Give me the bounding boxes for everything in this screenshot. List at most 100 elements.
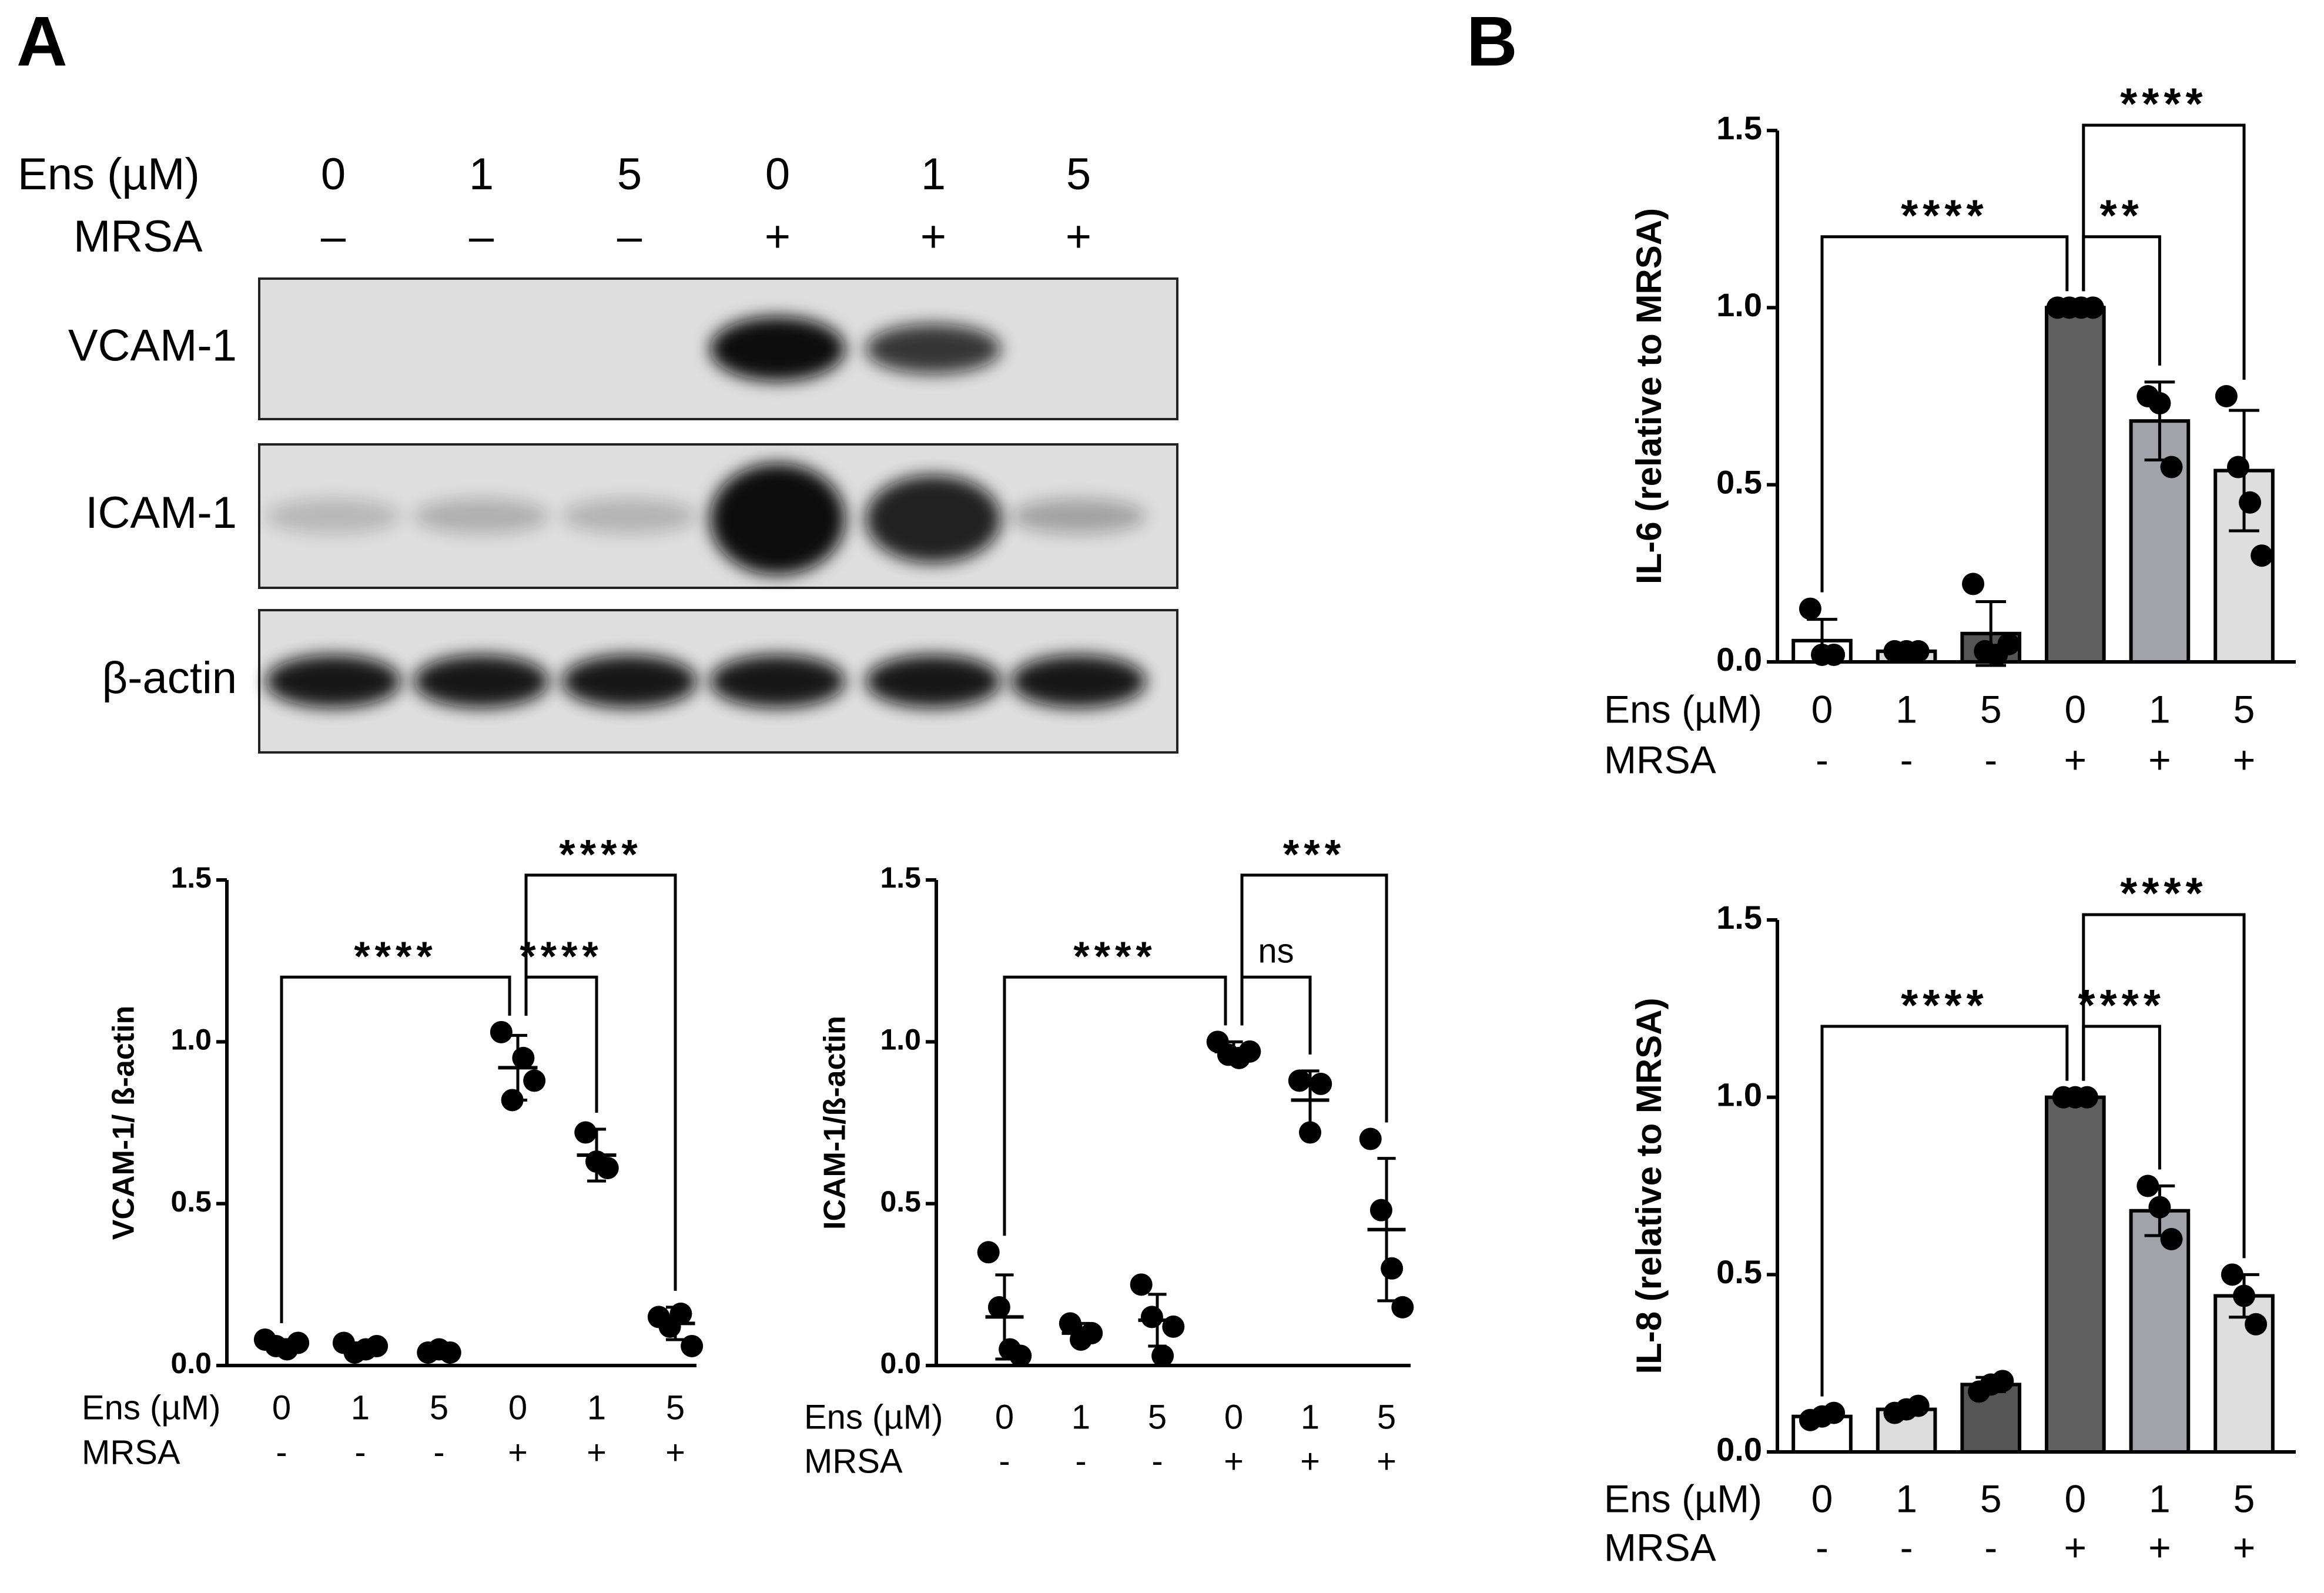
x-row-label: Ens (µM) [82, 1388, 220, 1427]
y-tick-label: 1.0 [170, 1023, 212, 1056]
data-point [512, 1046, 535, 1069]
y-tick-label: 1.0 [1716, 1076, 1762, 1113]
x-tick-label: - [1900, 738, 1913, 781]
band-label: β-actin [102, 653, 237, 703]
data-point [1799, 597, 1821, 620]
data-point [2075, 1086, 2098, 1109]
y-tick-label: 0.5 [170, 1185, 212, 1218]
x-tick-label: 1 [351, 1388, 370, 1427]
x-tick-label: 0 [1224, 1398, 1243, 1436]
x-tick-label: 0 [2064, 687, 2086, 731]
data-point [1823, 643, 1846, 666]
significance-label: ns [1258, 932, 1294, 970]
x-tick-label: 1 [1896, 687, 1917, 731]
band [414, 498, 549, 534]
band [710, 463, 845, 575]
x-row-label: MRSA [1604, 738, 1716, 781]
data-point [1381, 1257, 1404, 1280]
data-point [490, 1020, 513, 1043]
x-tick-label: 1 [2149, 1477, 2171, 1520]
data-point [1130, 1273, 1153, 1296]
data-point [1009, 1344, 1032, 1367]
band-label: VCAM-1 [68, 321, 237, 371]
blot-lane-label: 1 [921, 149, 946, 199]
blot-lane-label: 5 [617, 149, 642, 199]
x-tick-label: + [1300, 1442, 1320, 1480]
blot-lane-label: 1 [469, 149, 494, 199]
x-tick-label: 1 [1071, 1398, 1090, 1436]
significance-label: **** [559, 831, 642, 877]
data-point [1907, 1394, 1930, 1417]
x-tick-label: - [1984, 1525, 1997, 1569]
bar [2044, 1095, 2106, 1454]
y-axis-label: IL-8 (relative to MRSA) [1629, 998, 1669, 1374]
data-point [2081, 296, 2104, 319]
band [562, 655, 697, 708]
blot-lane-label: 5 [1066, 149, 1091, 199]
x-tick-label: - [354, 1433, 366, 1471]
x-tick-label: 0 [995, 1398, 1014, 1436]
blot-lane-label: + [765, 212, 791, 262]
significance-label: **** [1901, 980, 1988, 1030]
x-tick-label: + [665, 1433, 685, 1471]
band [266, 498, 401, 534]
band [414, 655, 549, 708]
band [866, 475, 1001, 563]
y-tick-label: 0.0 [170, 1347, 212, 1380]
y-tick-label: 1.0 [880, 1023, 921, 1056]
blot-lane-label: + [920, 212, 946, 262]
x-tick-label: 5 [430, 1388, 448, 1427]
data-point [366, 1334, 389, 1357]
data-point [977, 1241, 1000, 1264]
significance-bracket [1820, 1025, 2069, 1397]
x-tick-label: - [1075, 1442, 1086, 1480]
significance-label: **** [354, 933, 437, 979]
y-tick-label: 1.5 [1716, 899, 1762, 936]
x-tick-label: - [1816, 1525, 1829, 1569]
y-tick-label: 1.0 [1716, 286, 1762, 323]
significance-label: **** [2078, 980, 2165, 1030]
band [710, 655, 845, 708]
data-point [1823, 1401, 1846, 1424]
panel-label: B [1466, 2, 1518, 81]
x-tick-label: + [2148, 1525, 2171, 1569]
data-point [2137, 1174, 2159, 1197]
x-row-label: Ens (µM) [1604, 1477, 1762, 1520]
blot-row-label: Ens (µM) [18, 149, 200, 199]
y-tick-label: 0.0 [880, 1347, 921, 1380]
x-row-label: MRSA [804, 1442, 903, 1480]
y-tick-label: 0.5 [880, 1185, 921, 1218]
significance-bracket [2082, 913, 2246, 1259]
x-tick-label: + [2148, 738, 2171, 781]
x-tick-label: - [433, 1433, 444, 1471]
data-point [1907, 640, 1930, 662]
data-point [2221, 1263, 2243, 1286]
y-axis-label: VCAM-1/ ß-actin [107, 1006, 141, 1240]
band [562, 498, 697, 534]
x-tick-label: - [1984, 738, 1997, 781]
significance-label: **** [1901, 191, 1988, 240]
blot-lane-label: – [617, 212, 642, 262]
data-point [1359, 1127, 1382, 1150]
band [1011, 655, 1146, 708]
x-tick-label: + [2233, 738, 2256, 781]
significance-label: **** [2120, 79, 2207, 129]
data-point [574, 1121, 597, 1144]
data-point [2251, 544, 2273, 567]
x-tick-label: + [1224, 1442, 1244, 1480]
significance-bracket [1820, 235, 2069, 593]
x-tick-label: 0 [272, 1388, 291, 1427]
y-axis-label: IL-6 (relative to MRSA) [1629, 208, 1669, 584]
data-point [1059, 1312, 1081, 1335]
data-point [681, 1334, 704, 1357]
x-tick-label: 0 [2064, 1477, 2086, 1520]
blot-lane-label: – [321, 212, 346, 262]
significance-label: **** [1073, 933, 1157, 979]
bar [2129, 1209, 2191, 1454]
x-tick-label: 0 [1811, 687, 1833, 731]
y-tick-label: 1.5 [1716, 109, 1762, 146]
bar [2044, 306, 2106, 664]
x-tick-label: + [1377, 1442, 1397, 1480]
x-row-label: MRSA [82, 1433, 180, 1471]
data-point [2148, 1196, 2171, 1219]
